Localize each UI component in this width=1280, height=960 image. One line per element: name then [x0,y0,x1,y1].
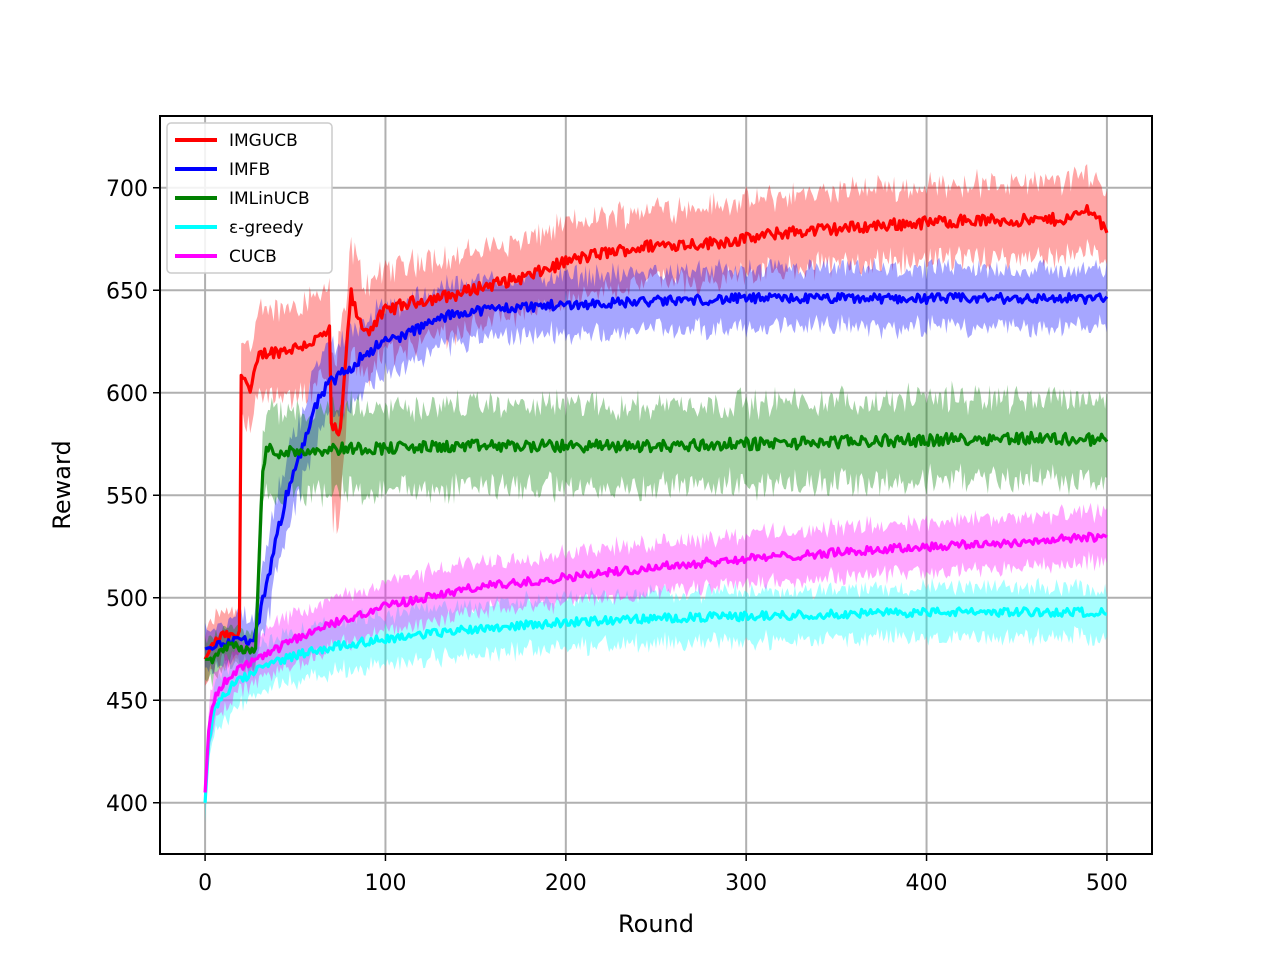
legend: IMGUCB IMFB IMLinUCB ε-greedy CUCB [166,122,333,274]
x-tick-label: 100 [364,871,406,896]
x-tick-label: 500 [1086,871,1128,896]
x-tick-label: 200 [545,871,587,896]
grid-lines [160,116,1152,854]
legend-label: ε-greedy [229,218,304,238]
y-tick-label: 650 [106,279,148,304]
x-tick-label: 400 [906,871,948,896]
y-tick-label: 550 [106,484,148,509]
series-band [205,380,1107,688]
legend-box [166,122,333,274]
x-tick-label: 300 [725,871,767,896]
y-tick-label: 450 [106,689,148,714]
series-band [205,577,1107,823]
y-tick-label: 400 [106,792,148,817]
series-band [205,164,1107,686]
series-lines [203,204,1109,803]
series-line [203,204,1109,661]
legend-label: IMGUCB [229,131,298,151]
series-line [205,430,1109,665]
legend-label: CUCB [229,247,277,267]
x-tick-label: 0 [198,871,212,896]
series-line [203,606,1108,803]
legend-label: IMFB [229,160,270,180]
y-tick-label: 600 [106,382,148,407]
legend-label: IMLinUCB [229,189,310,209]
x-axis-ticks: 0 100 200 300 400 500 [198,854,1128,896]
y-tick-label: 700 [106,177,148,202]
y-tick-label: 500 [106,587,148,612]
x-axis-label: Round [618,910,694,938]
series-line [203,531,1108,793]
series-line [204,291,1109,651]
series-band [205,502,1107,806]
y-axis-ticks: 400 450 500 550 600 650 700 [106,177,160,817]
plot-frame [159,115,1153,855]
y-axis-label: Reward [48,440,76,529]
